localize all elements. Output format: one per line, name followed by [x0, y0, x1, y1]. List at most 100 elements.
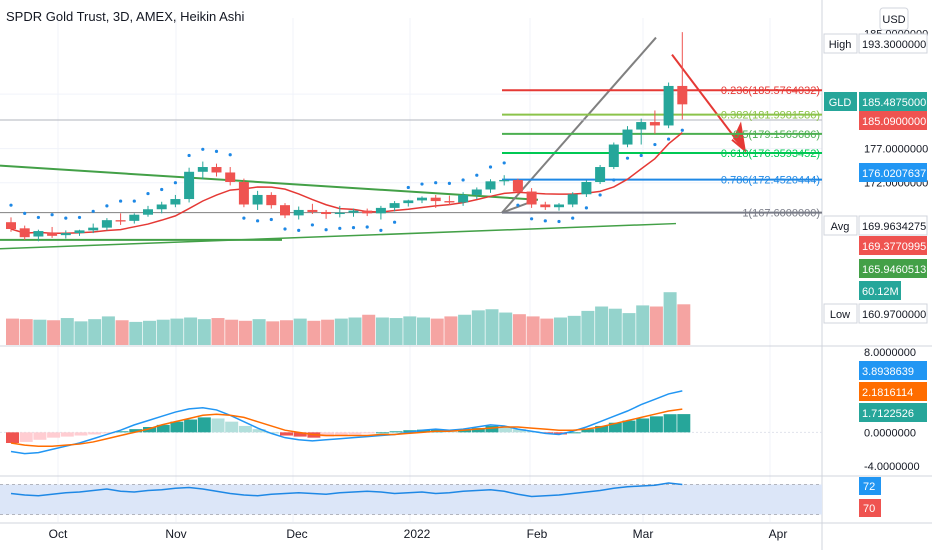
candle[interactable]: [663, 82, 674, 129]
candle[interactable]: [540, 201, 551, 210]
candle[interactable]: [677, 32, 688, 120]
candle[interactable]: [348, 208, 359, 217]
candle-body: [266, 194, 277, 206]
macd-line: [10, 390, 683, 455]
time-axis-label: Feb: [527, 527, 548, 541]
resistance-trendline[interactable]: [0, 164, 539, 201]
candle-body: [33, 231, 44, 237]
volume-bar: [458, 314, 472, 345]
arrow-head-icon: [733, 121, 746, 153]
candle-body: [526, 191, 537, 205]
candle[interactable]: [211, 163, 222, 177]
candle[interactable]: [403, 199, 414, 207]
psar-dot: [105, 204, 109, 208]
candle[interactable]: [636, 118, 647, 145]
candle[interactable]: [417, 196, 427, 204]
time-axis-label: Nov: [165, 527, 186, 541]
volume-bar: [321, 319, 335, 345]
macd-histogram-bar: [266, 432, 280, 434]
candle[interactable]: [47, 226, 58, 238]
macd-histogram-bar: [417, 429, 430, 433]
candle[interactable]: [6, 217, 16, 232]
candle-body: [595, 167, 606, 183]
candle[interactable]: [622, 126, 633, 148]
fib-anchor-line[interactable]: [501, 36, 657, 214]
candle[interactable]: [225, 167, 236, 186]
candle[interactable]: [238, 178, 249, 208]
candle-body: [101, 220, 112, 228]
time-axis-label: Dec: [286, 527, 307, 541]
psar-dot: [269, 217, 273, 222]
candle[interactable]: [567, 192, 578, 208]
candle[interactable]: [581, 179, 592, 197]
candle[interactable]: [19, 225, 30, 240]
candle[interactable]: [608, 142, 619, 170]
candle[interactable]: [595, 164, 606, 185]
candle-body: [362, 210, 373, 214]
price-label-ma-slow: 169.3770995: [859, 236, 927, 255]
candle[interactable]: [649, 110, 660, 134]
candle[interactable]: [74, 229, 85, 236]
psar-dot: [214, 149, 219, 153]
macd-label-histogram: 1.7122526: [859, 403, 927, 422]
macd-label-value: 3.8938639: [862, 366, 914, 378]
candle[interactable]: [499, 175, 510, 186]
rsi-line: [10, 482, 683, 498]
candle-body: [60, 233, 71, 236]
candle[interactable]: [334, 205, 345, 218]
volume-bar: [362, 314, 376, 345]
candle[interactable]: [197, 161, 208, 180]
volume-bar: [170, 318, 184, 345]
candle[interactable]: [266, 192, 277, 209]
volume-bar: [389, 318, 403, 345]
psar-dot: [475, 173, 479, 177]
candle[interactable]: [526, 188, 537, 208]
signal-line: [10, 408, 683, 447]
time-axis-label: Oct: [49, 527, 68, 541]
candle[interactable]: [280, 203, 290, 219]
price-label-value: 169.9634275: [862, 221, 926, 233]
candle[interactable]: [184, 167, 195, 203]
price-label-value: 160.9700000: [862, 309, 926, 321]
candle[interactable]: [170, 194, 181, 208]
candle[interactable]: [554, 203, 564, 211]
candle-body: [307, 209, 318, 212]
candle[interactable]: [115, 213, 126, 225]
candle[interactable]: [156, 201, 167, 214]
macd-histogram-bar: [238, 425, 252, 433]
fib-retracement[interactable]: 0.236(185.5764032) 0.382(181.9981586) 0.5(…: [502, 85, 822, 220]
candle[interactable]: [485, 179, 496, 193]
candle[interactable]: [33, 229, 44, 242]
candle[interactable]: [362, 208, 373, 217]
candle[interactable]: [129, 213, 140, 224]
price-label-value: 185.4875000: [862, 97, 926, 109]
candle[interactable]: [307, 203, 318, 215]
candle[interactable]: [293, 206, 304, 220]
currency-button[interactable]: USD: [879, 7, 909, 31]
candle[interactable]: [430, 194, 441, 208]
volume-bar: [6, 318, 19, 345]
candle[interactable]: [389, 201, 400, 212]
price-label-trend: 165.9460513: [859, 259, 927, 278]
macd-histogram-bar: [143, 427, 156, 433]
candle[interactable]: [375, 205, 386, 220]
support-trendline[interactable]: [0, 222, 677, 250]
candle[interactable]: [252, 190, 263, 210]
candle[interactable]: [458, 192, 469, 206]
macd-histogram-bar: [334, 432, 348, 436]
time-axis-label: Mar: [633, 527, 654, 541]
macd-label-value: 2.1816114: [862, 387, 913, 399]
candle-body: [567, 194, 578, 205]
candle[interactable]: [471, 187, 482, 200]
candle[interactable]: [88, 223, 99, 234]
arrow-line[interactable]: [671, 54, 743, 148]
candle[interactable]: [60, 230, 71, 239]
candle[interactable]: [143, 205, 153, 217]
psar-dot: [365, 225, 369, 229]
candle[interactable]: [444, 195, 455, 206]
candle[interactable]: [512, 178, 523, 195]
psar-dot: [667, 137, 671, 141]
candle[interactable]: [321, 209, 332, 219]
candle[interactable]: [101, 218, 112, 231]
